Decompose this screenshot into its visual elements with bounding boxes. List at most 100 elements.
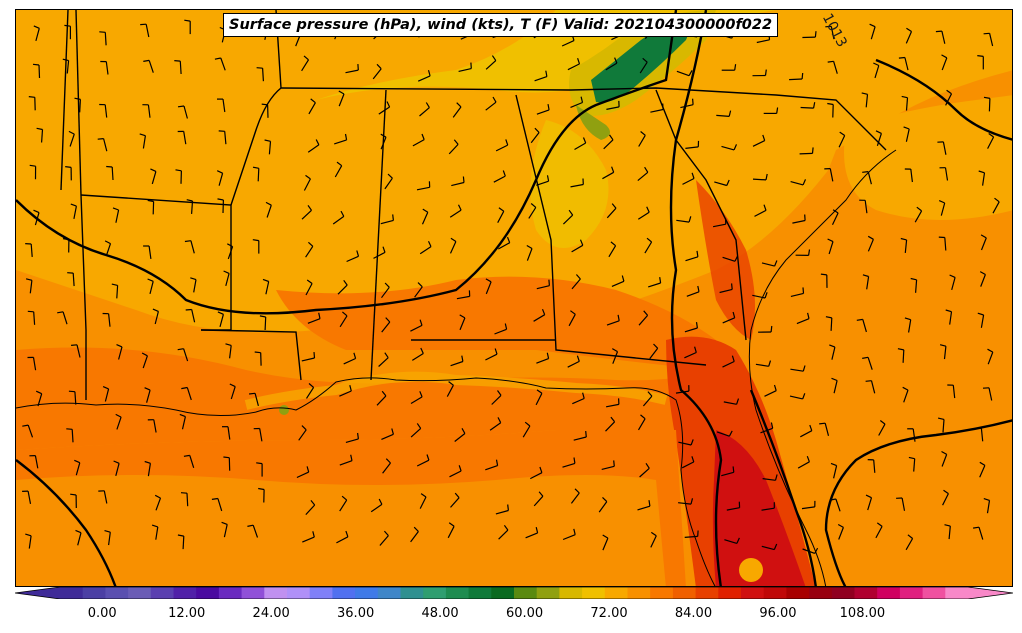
wind-barb xyxy=(459,317,466,331)
wind-barb xyxy=(103,138,108,152)
wind-barb-flag xyxy=(503,524,509,531)
wind-barb-flag xyxy=(659,277,662,284)
wind-barb-flag xyxy=(180,492,188,494)
wind-barb-flag xyxy=(380,133,387,138)
wind-barb xyxy=(792,219,806,224)
wind-barb xyxy=(567,63,580,71)
wind-barb-flag xyxy=(261,103,268,106)
wind-barb-flag xyxy=(829,498,837,501)
wind-barb-flag xyxy=(814,31,817,38)
wind-barb xyxy=(829,168,834,182)
colorbar-segment xyxy=(287,587,311,599)
wind-barb xyxy=(831,212,839,226)
wind-barb xyxy=(684,535,698,538)
wind-barb-flag xyxy=(809,424,813,431)
wind-barb-flag xyxy=(536,389,543,394)
wind-barb-flag xyxy=(343,279,348,286)
wind-barb xyxy=(761,262,775,267)
colorbar-segment xyxy=(945,587,969,599)
florida-cool-spot xyxy=(739,558,763,582)
wind-barb xyxy=(905,97,909,111)
wind-barb-flag xyxy=(837,523,844,528)
wind-barb xyxy=(219,314,224,328)
wind-barb xyxy=(988,387,993,401)
wind-barb xyxy=(980,237,987,251)
wind-barb-flag xyxy=(646,237,652,243)
wind-barb xyxy=(980,314,985,328)
wind-barb xyxy=(945,93,953,106)
colorbar-segment xyxy=(445,587,470,599)
wind-barb-flag xyxy=(384,282,390,288)
wind-barb-flag xyxy=(65,166,72,168)
wind-barb xyxy=(800,430,813,438)
wind-barb-flag xyxy=(221,521,228,525)
wind-barb xyxy=(416,186,430,191)
wind-barb-flag xyxy=(74,97,81,100)
wind-barb-flag xyxy=(692,98,694,105)
wind-barb xyxy=(611,280,625,287)
wind-barb xyxy=(526,248,533,261)
wind-barb-flag xyxy=(111,283,118,286)
wind-barb-flag xyxy=(609,134,614,141)
wind-barb xyxy=(29,280,33,294)
wind-barb xyxy=(495,509,509,515)
wind-barb xyxy=(296,471,309,479)
wind-barb-flag xyxy=(979,461,986,466)
wind-barb xyxy=(182,536,185,550)
wind-barb-flag xyxy=(988,133,994,138)
wind-barb-flag xyxy=(808,249,811,256)
wind-barb-flag xyxy=(254,351,261,354)
wind-barb xyxy=(71,429,74,443)
wind-barb-flag xyxy=(144,387,151,391)
wind-barb-flag xyxy=(906,27,912,33)
wind-barb xyxy=(535,393,543,406)
wind-barb-flag xyxy=(179,413,186,418)
colorbar-segment xyxy=(582,587,606,599)
wind-barb xyxy=(838,135,846,148)
wind-barb xyxy=(533,314,546,322)
wind-barb xyxy=(952,385,956,399)
wind-barb-flag xyxy=(422,208,429,213)
wind-barb xyxy=(878,423,886,436)
wind-barb-flag xyxy=(827,238,834,243)
wind-barb-flag xyxy=(762,134,766,141)
wind-barb xyxy=(181,416,186,430)
wind-barb xyxy=(862,319,867,333)
wind-barb-flag xyxy=(576,355,580,362)
colorbar-tick-label: 60.00 xyxy=(505,606,544,621)
wind-barb-flag xyxy=(336,161,343,167)
wind-barb-flag xyxy=(214,57,221,60)
wind-barb xyxy=(754,209,767,217)
wind-barb xyxy=(944,237,947,251)
wind-barb-flag xyxy=(70,493,77,496)
wind-barb-flag xyxy=(419,391,423,398)
wind-barb-flag xyxy=(977,55,984,57)
wind-barb-flag xyxy=(813,102,816,109)
wind-barb xyxy=(982,172,986,186)
wind-barb xyxy=(254,393,259,407)
colorbar-extend-high xyxy=(968,587,1013,599)
wind-barb-flag xyxy=(113,460,120,464)
pressure-contours xyxy=(16,10,1012,586)
colorbar-segment xyxy=(536,587,560,599)
wind-barb-flag xyxy=(731,283,733,290)
wind-barb xyxy=(722,360,735,368)
wind-barb xyxy=(833,465,838,479)
colorbar-segment xyxy=(377,587,401,599)
wind-barb-flag xyxy=(994,197,1000,203)
wind-barb xyxy=(571,244,584,253)
wind-barb xyxy=(567,360,580,368)
wind-barb-flag xyxy=(770,422,774,429)
wind-barb xyxy=(301,209,312,220)
wind-barb-flag xyxy=(454,492,460,499)
wind-barb-flag xyxy=(862,356,869,359)
wind-barb xyxy=(268,141,272,155)
wind-barb xyxy=(562,214,574,225)
colorbar-segment xyxy=(468,587,492,599)
wind-barb xyxy=(485,465,498,471)
wind-barb xyxy=(948,526,951,540)
wind-barb-flag xyxy=(774,260,778,267)
wind-barb xyxy=(334,139,347,145)
wind-barb xyxy=(637,211,650,220)
colorbar-segment xyxy=(695,587,719,599)
